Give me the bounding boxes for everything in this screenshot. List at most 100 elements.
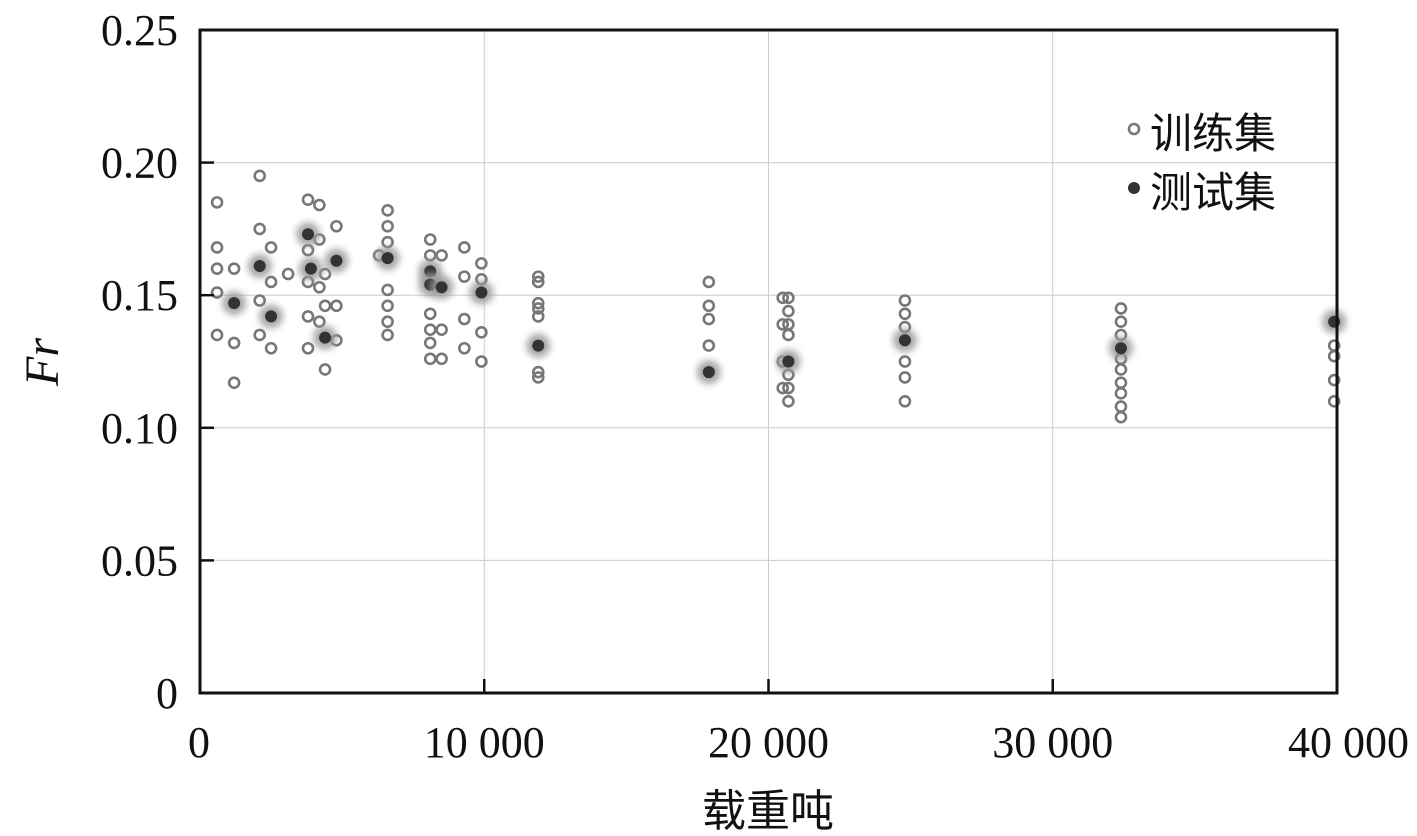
train-point (210, 196, 224, 209)
train-point (253, 294, 266, 307)
train-point (531, 275, 545, 289)
train-point (227, 262, 241, 275)
train-point (381, 235, 394, 249)
x-tick-label: 30 000 (992, 718, 1113, 767)
legend-label-test: 测试集 (1150, 168, 1276, 217)
test-point (435, 281, 448, 294)
train-point (1114, 363, 1128, 376)
train-point (381, 315, 394, 329)
test-point (330, 254, 343, 267)
train-point (531, 296, 545, 310)
train-point (264, 241, 278, 254)
train-point (1114, 410, 1128, 424)
train-point (1327, 373, 1341, 387)
x-tick-label: 0 (188, 718, 210, 767)
train-point (1114, 376, 1128, 390)
train-point (423, 249, 437, 262)
train-point (898, 394, 912, 408)
train-point (253, 169, 266, 183)
x-tick-label: 20 000 (708, 718, 829, 767)
train-point (423, 336, 437, 350)
x-axis-title: 载重吨 (702, 786, 834, 836)
train-point (381, 328, 394, 342)
legend-label-train: 训练集 (1150, 109, 1276, 158)
train-point (1114, 302, 1128, 315)
x-tick-label: 40 000 (1288, 718, 1409, 767)
train-point (898, 294, 912, 307)
train-point (782, 381, 795, 395)
train-point (253, 328, 266, 342)
test-point (532, 339, 545, 352)
train-point (423, 352, 437, 366)
train-point (381, 299, 394, 313)
train-point (531, 371, 545, 384)
train-point (423, 233, 437, 246)
train-point (458, 312, 471, 326)
legend-marker-test (1128, 182, 1140, 194)
train-point (313, 315, 326, 329)
train-point (702, 299, 716, 313)
train-point (281, 267, 295, 281)
train-point (531, 365, 545, 379)
train-point (782, 291, 795, 305)
train-point (782, 304, 795, 318)
train-point (776, 318, 790, 331)
train-point (531, 310, 545, 323)
y-tick-labels: 0 0.05 0.10 0.15 0.20 0.25 (101, 6, 178, 718)
train-point (702, 275, 716, 289)
y-axis-title: Fr (16, 338, 69, 387)
y-tick-label: 0.10 (101, 404, 178, 453)
y-tick-label: 0.20 (101, 139, 178, 188)
train-point (782, 394, 795, 408)
test-point (304, 262, 317, 275)
train-point (898, 307, 912, 321)
x-tick-labels: 0 10 000 20 000 30 000 40 000 (188, 718, 1409, 767)
train-point (531, 302, 545, 315)
train-point (1114, 387, 1128, 400)
train-point (381, 283, 394, 297)
train-point (264, 275, 278, 289)
train-point (898, 371, 912, 384)
test-point (1114, 342, 1127, 355)
train-point (458, 241, 471, 254)
train-point (210, 262, 224, 275)
train-point (702, 339, 716, 352)
train-point (1327, 349, 1341, 363)
y-tick-label: 0.05 (101, 536, 178, 585)
test-point (475, 286, 488, 299)
train-point (1327, 394, 1341, 408)
train-point (381, 219, 394, 233)
test-point (381, 252, 394, 265)
train-point (318, 299, 332, 313)
train-point (531, 270, 545, 283)
train-point (782, 328, 795, 342)
train-point (1114, 400, 1128, 413)
y-tick-label: 0.25 (101, 6, 178, 55)
train-point (1114, 315, 1128, 329)
train-point (475, 257, 488, 270)
train-point (475, 326, 488, 339)
train-point (301, 310, 315, 323)
train-point (227, 376, 241, 390)
test-point (253, 260, 266, 273)
train-point (313, 198, 326, 212)
test-point (265, 310, 278, 323)
train-point (776, 291, 790, 305)
train-point (313, 280, 326, 294)
train-point (301, 193, 315, 207)
train-point (381, 204, 394, 217)
train-point (301, 341, 315, 355)
train-point (702, 312, 716, 326)
x-tick-label: 10 000 (424, 718, 545, 767)
train-point (227, 336, 241, 350)
legend-marker-train (1127, 122, 1141, 136)
train-point (210, 241, 224, 254)
train-point (475, 355, 488, 368)
axis-ticks (200, 161, 1054, 693)
test-point (898, 334, 911, 347)
train-point (264, 341, 278, 355)
test-point (782, 355, 795, 368)
train-point (423, 307, 437, 321)
train-point (435, 249, 448, 262)
